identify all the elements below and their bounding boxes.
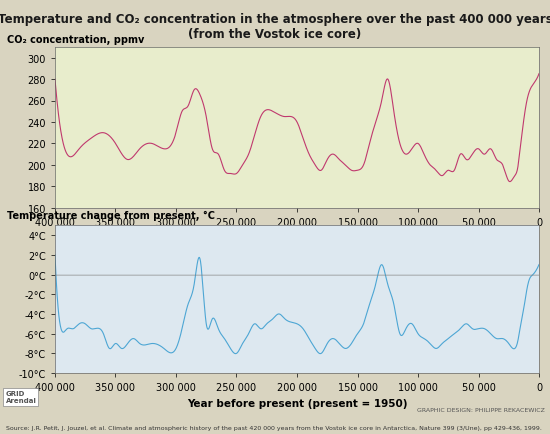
Text: Temperature change from present, °C: Temperature change from present, °C <box>7 211 214 221</box>
Text: (from the Vostok ice core): (from the Vostok ice core) <box>188 28 362 41</box>
Text: CO₂ concentration, ppmv: CO₂ concentration, ppmv <box>7 35 144 45</box>
Text: Temperature and CO₂ concentration in the atmosphere over the past 400 000 years: Temperature and CO₂ concentration in the… <box>0 13 550 26</box>
Text: GRID
Arendal: GRID Arendal <box>6 391 36 404</box>
Text: Source: J.R. Petit, J. Jouzel, et al. Climate and atmospheric history of the pas: Source: J.R. Petit, J. Jouzel, et al. Cl… <box>6 425 541 430</box>
X-axis label: Year before present (present = 1950): Year before present (present = 1950) <box>187 233 407 243</box>
X-axis label: Year before present (present = 1950): Year before present (present = 1950) <box>187 398 407 408</box>
Text: GRAPHIC DESIGN: PHILIPPE REKACEWICZ: GRAPHIC DESIGN: PHILIPPE REKACEWICZ <box>417 408 544 412</box>
